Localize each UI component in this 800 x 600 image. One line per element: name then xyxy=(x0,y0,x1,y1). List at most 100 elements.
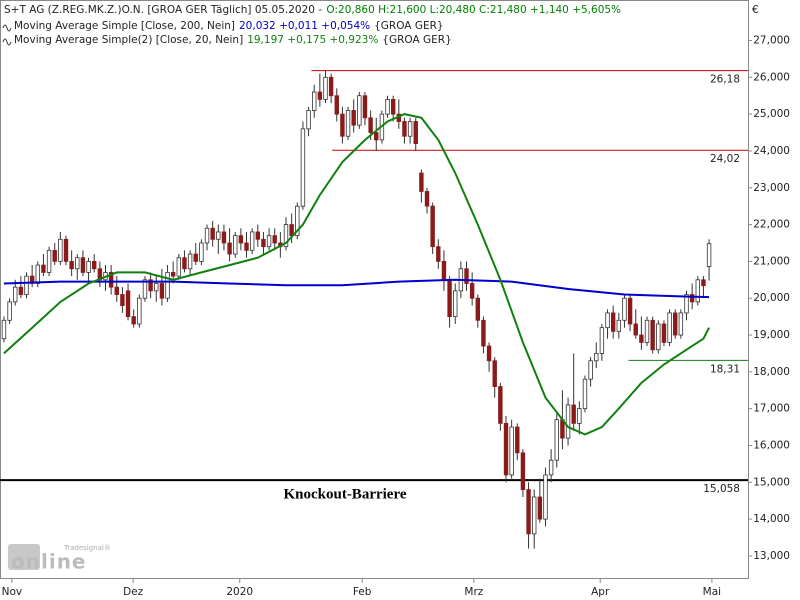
y-tick-label: 25,000 xyxy=(753,108,790,120)
candle-body xyxy=(639,334,644,343)
candle-body xyxy=(537,496,543,520)
candle-body xyxy=(436,246,441,262)
candle-body xyxy=(368,117,373,133)
candle-body xyxy=(289,224,294,237)
candle-body xyxy=(272,235,277,244)
candle-body xyxy=(255,231,260,240)
x-tick-label: Mai xyxy=(703,586,721,598)
candle-body xyxy=(402,121,407,137)
y-tick-label: 15,000 xyxy=(753,476,790,488)
y-tick-label: 13,000 xyxy=(753,550,790,562)
candle-body xyxy=(424,191,430,207)
legend-entry: Moving Average Simple [Close, 200, Nein]… xyxy=(14,20,444,32)
candle-body xyxy=(210,227,215,240)
logo-small: Tradesignal® xyxy=(63,544,111,552)
y-tick-label: 20,000 xyxy=(753,292,790,304)
level-label: 26,18 xyxy=(710,74,740,86)
candle-body xyxy=(216,231,221,240)
candle-body xyxy=(266,235,272,248)
candle-body xyxy=(345,110,351,137)
legend-icon xyxy=(2,38,12,46)
candle-body xyxy=(227,242,232,255)
y-tick-label: 14,000 xyxy=(753,513,790,525)
candle-body xyxy=(323,76,328,100)
header-title: S+T AG (Z.REG.MK.Z.)O.N. [GROA GER Tägli… xyxy=(4,4,322,16)
candle-body xyxy=(69,260,74,270)
candle-body xyxy=(46,249,52,273)
candle-body xyxy=(92,260,97,270)
candle-body xyxy=(199,242,204,262)
level-label: 15,058 xyxy=(703,483,740,495)
y-tick-label: 16,000 xyxy=(753,439,790,451)
candle-body xyxy=(261,238,266,248)
candle-body xyxy=(441,260,447,281)
candle-body xyxy=(701,279,706,287)
candle-body xyxy=(407,121,413,137)
candle-body xyxy=(548,459,554,476)
candle-body xyxy=(159,283,165,299)
candle-body xyxy=(7,301,12,321)
candle-body xyxy=(13,286,18,303)
candle-body xyxy=(627,297,633,325)
candle-body xyxy=(24,275,29,295)
y-tick-label: 24,000 xyxy=(753,145,790,157)
legend-suffix: {GROA GER} xyxy=(374,20,443,32)
level-label: 18,31 xyxy=(710,363,740,375)
candle-body xyxy=(565,404,571,439)
legend-quote: 19,197 +0,175 +0,923% xyxy=(247,34,378,46)
y-tick-label: 21,000 xyxy=(753,255,790,267)
candle-body xyxy=(328,76,334,97)
candle-body xyxy=(137,297,142,325)
x-tick-label: Dez xyxy=(123,586,144,598)
moving-average xyxy=(3,278,710,299)
candle-body xyxy=(221,231,227,244)
candle-body xyxy=(582,378,588,410)
candle-body xyxy=(413,121,418,144)
x-tick-label: Nov xyxy=(2,586,23,598)
y-tick-label: 23,000 xyxy=(753,182,790,194)
candle-body xyxy=(633,323,638,336)
candle-body xyxy=(108,272,114,288)
candle-body xyxy=(526,489,531,535)
y-tick-label: 27,000 xyxy=(753,34,790,46)
candle-body xyxy=(509,426,514,476)
candle-body xyxy=(357,95,362,126)
candle-body xyxy=(616,319,622,332)
candle-body xyxy=(120,294,125,306)
candle-body xyxy=(187,253,193,270)
candle-body xyxy=(453,290,458,318)
legend-entry: Moving Average Simple(2) [Close, 20, Nei… xyxy=(14,34,452,46)
logo-box xyxy=(8,544,40,570)
candle-body xyxy=(689,294,695,303)
candle-body xyxy=(678,312,684,336)
level-text: Knockout-Barriere xyxy=(283,487,406,503)
legend-icon xyxy=(2,24,12,32)
candle-body xyxy=(165,272,170,299)
candle-body xyxy=(695,279,700,303)
level-label: 24,02 xyxy=(710,153,740,165)
candle-body xyxy=(673,312,678,336)
candle-body xyxy=(385,99,390,115)
candle-body xyxy=(554,419,559,461)
candle-body xyxy=(481,319,486,347)
candle-body xyxy=(300,128,306,207)
candle-body xyxy=(238,235,244,244)
candle-body xyxy=(182,257,187,270)
candle-body xyxy=(661,323,667,343)
y-tick-label: 18,000 xyxy=(753,366,790,378)
y-tick-label: 22,000 xyxy=(753,219,790,231)
candle-body xyxy=(706,243,712,267)
candle-body xyxy=(644,319,650,343)
candle-body xyxy=(75,257,80,270)
candle-body xyxy=(193,253,198,262)
candle-body xyxy=(35,264,40,284)
candle-body xyxy=(650,319,655,351)
header: S+T AG (Z.REG.MK.Z.)O.N. [GROA GER Tägli… xyxy=(4,4,621,16)
candle-body xyxy=(475,297,480,321)
candle-body xyxy=(18,286,24,295)
candle-body xyxy=(390,99,396,115)
candle-body xyxy=(588,360,593,380)
candle-body xyxy=(520,452,526,491)
candle-body xyxy=(249,231,255,251)
candle-body xyxy=(684,294,689,314)
